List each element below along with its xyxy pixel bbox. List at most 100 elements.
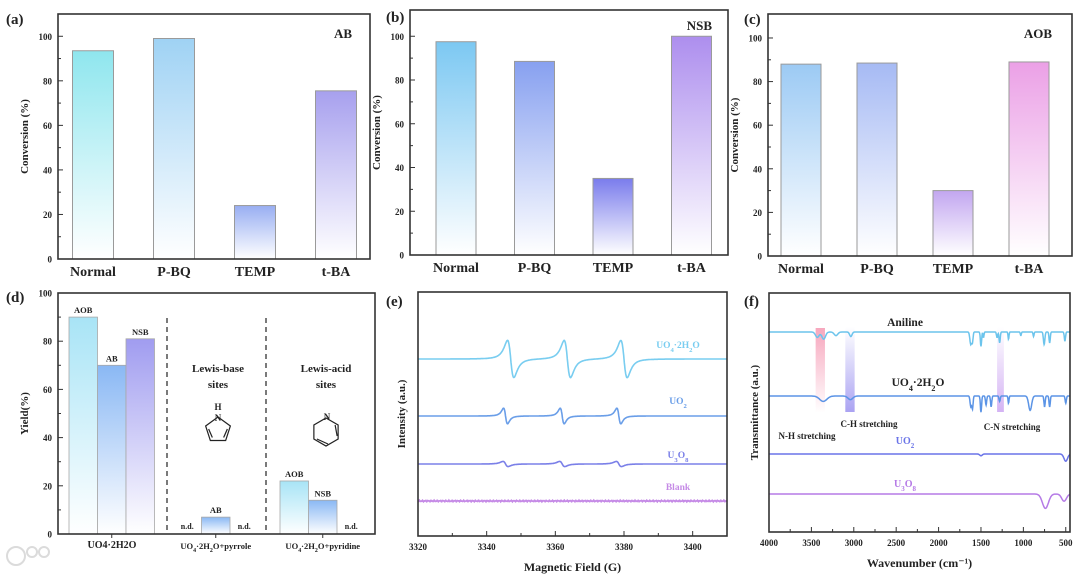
pyridine-structure: [313, 417, 339, 447]
bar-value-label: NSB: [132, 327, 149, 337]
y-tick-label: 0: [400, 251, 405, 261]
band-annotation: C-H stretching: [840, 419, 898, 429]
x-tick-label: P-BQ: [860, 262, 894, 277]
x-tick-label: 3320: [409, 542, 428, 552]
double-bond: [208, 428, 213, 438]
series-line-2: [418, 460, 727, 468]
y-axis-label: Conversion (%): [19, 99, 31, 174]
panel-label: (d): [6, 290, 24, 306]
bar-p-bq: [856, 62, 898, 257]
series-label: UO2: [896, 436, 915, 450]
bar-value-label: AB: [106, 353, 118, 363]
y-tick-label: 0: [48, 255, 53, 265]
atom-label: N: [324, 412, 331, 422]
y-tick-label: 80: [43, 76, 53, 86]
x-tick-label: Normal: [433, 261, 479, 276]
x-tick-label: TEMP: [933, 262, 974, 277]
x-tick-label: t-BA: [1015, 262, 1045, 277]
site-label: Lewis-base: [192, 363, 244, 375]
x-tick-label: 1500: [972, 538, 991, 548]
y-tick-label: 60: [395, 119, 405, 129]
series-line-3: [769, 493, 1071, 510]
chart-title: AOB: [1024, 26, 1053, 41]
x-tick-label: 3360: [546, 542, 565, 552]
series-label: U3O8: [668, 451, 690, 464]
series-line-0: [418, 339, 727, 379]
bar-normal: [780, 63, 822, 257]
plot-frame: [417, 291, 728, 537]
x-tick-label: 500: [1059, 538, 1073, 548]
chart-panel-e: UO4·2H2O UO2 U3O8 Blank 3320 3340 3360 3380 3400…: [386, 291, 728, 574]
highlight-band: [845, 327, 855, 412]
series-label: UO2: [669, 397, 687, 410]
panel-label: (c): [744, 12, 761, 28]
y-tick-label: 60: [753, 121, 763, 131]
y-axis-label: Conversion (%): [729, 97, 741, 172]
chart-title: AB: [334, 26, 352, 41]
bar-t-ba: [315, 90, 357, 260]
series-line-2: [769, 453, 1071, 462]
pyrrole-structure: [204, 416, 232, 442]
bar-temp: [592, 177, 634, 256]
band-annotation: C-N stretching: [984, 422, 1041, 432]
ring: [204, 416, 232, 442]
series-line-1: [769, 395, 1070, 413]
highlight-band: [997, 327, 1004, 412]
site-label: sites: [316, 379, 337, 391]
series-line-3: [417, 498, 728, 504]
double-bond: [316, 438, 329, 445]
series-label: Aniline: [887, 317, 923, 329]
bar-value-label: NSB: [314, 488, 331, 498]
x-tick-label: 3340: [478, 542, 497, 552]
series-label: UO4·2H2O: [656, 341, 700, 354]
atom-label: H: [214, 402, 221, 412]
plot-frame: [57, 13, 371, 260]
plot-frame: [409, 9, 729, 256]
x-tick-label: t-BA: [322, 265, 352, 280]
highlight-band: [815, 328, 825, 413]
bar-t-ba: [1008, 61, 1050, 257]
x-axis-label: Magnetic Field (G): [524, 560, 621, 574]
bar-p-bq: [514, 60, 555, 256]
not-detected-label: n.d.: [181, 522, 194, 531]
y-tick-label: 0: [758, 252, 763, 262]
y-axis-label: Conversion (%): [371, 95, 383, 170]
series-label: UO4·2H2O: [892, 377, 945, 393]
x-tick-label: UO4·2H2O+pyrrole: [180, 541, 251, 554]
series-label: U3O8: [894, 479, 917, 493]
not-detected-label: n.d.: [238, 522, 251, 531]
bar-nsb: [308, 499, 338, 535]
panel-label: (e): [386, 294, 403, 310]
y-tick-label: 20: [753, 208, 763, 218]
bar-t-ba: [671, 35, 712, 256]
bar-normal: [72, 50, 114, 260]
x-tick-label: UO4·2H2O+pyridine: [285, 541, 360, 554]
chart-panel-f: Aniline UO4·2H2O UO2 U3O8 N-H stretching C-H …: [744, 292, 1073, 570]
ring: [313, 417, 339, 447]
panel-label: (a): [6, 12, 24, 28]
x-tick-label: TEMP: [593, 261, 634, 276]
y-axis-label: Yield(%): [19, 392, 31, 435]
series-line-0: [769, 331, 1070, 347]
x-tick-label: P-BQ: [157, 265, 191, 280]
series-label: Blank: [666, 483, 691, 493]
x-tick-label: P-BQ: [518, 261, 552, 276]
chart-panel-d: AOB AB NSB n.d. AB n.d. UO4·2H2O+pyrrole Lewis-…: [6, 289, 376, 554]
band-annotation: N-H stretching: [778, 431, 836, 441]
bar-aob: [279, 480, 309, 535]
x-tick-label: 3000: [845, 538, 864, 548]
y-axis-label: Transmittance (a.u.): [749, 364, 761, 460]
y-tick-label: 20: [395, 207, 405, 217]
y-tick-label: 20: [43, 210, 53, 220]
x-tick-label: 3380: [615, 542, 634, 552]
chart-panel-c: Normal P-BQ TEMP t-BA 0 20 40 60 80 100 Conversion…: [729, 12, 1073, 277]
plot-frame: [768, 292, 1071, 533]
x-tick-label: Normal: [70, 265, 116, 280]
chart-panel-b: Normal P-BQ TEMP t-BA 0 20 40 60 80 100 Conversion…: [371, 9, 729, 276]
x-tick-label: 1000: [1014, 538, 1033, 548]
x-tick-label: 2000: [930, 538, 949, 548]
y-tick-label: 80: [43, 337, 53, 347]
y-tick-label: 80: [395, 76, 405, 86]
y-tick-label: 40: [395, 163, 405, 173]
